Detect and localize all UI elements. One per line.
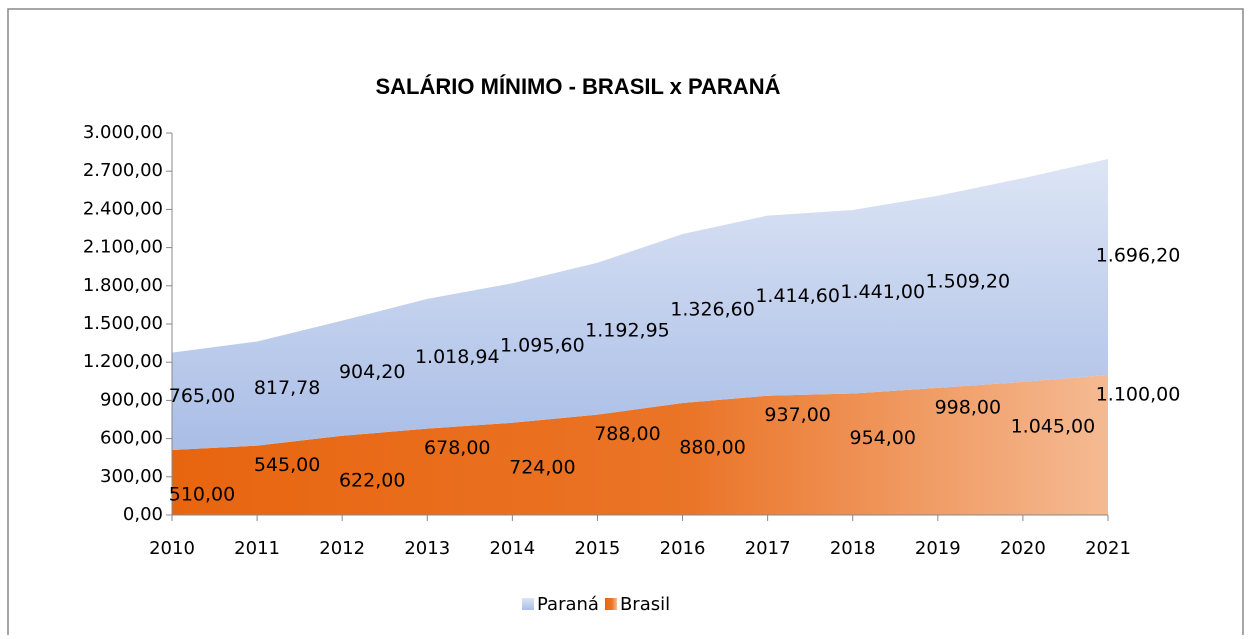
data-label: 678,00 [424,437,490,459]
x-tick-label: 2016 [660,538,706,559]
legend-swatch [522,598,534,610]
x-tick-label: 2019 [915,538,961,559]
y-tick-label: 2.100,00 [83,237,163,258]
x-tick-label: 2020 [1000,538,1046,559]
y-tick-label: 0,00 [123,504,163,525]
legend-label: Paraná [537,594,599,615]
data-label: 1.509,20 [926,271,1011,293]
x-tick-label: 2013 [404,538,450,559]
y-tick-label: 2.400,00 [83,198,163,219]
data-label: 724,00 [509,456,575,478]
data-label: 1.192,95 [585,320,670,342]
data-label: 954,00 [849,427,915,449]
y-tick-label: 2.700,00 [83,160,163,181]
data-label: 937,00 [764,404,830,426]
data-label: 1.414,60 [755,285,840,307]
data-label: 1.095,60 [500,335,585,357]
y-tick-label: 1.800,00 [83,275,163,296]
legend-swatch [604,598,617,610]
data-label: 880,00 [679,436,745,458]
data-label: 765,00 [169,385,235,407]
x-tick-label: 2015 [575,538,621,559]
y-tick-label: 1.500,00 [83,313,163,334]
data-label: 788,00 [594,423,660,445]
x-tick-label: 2014 [489,538,535,559]
y-tick-label: 3.000,00 [83,122,163,143]
x-tick-label: 2012 [319,538,365,559]
chart-title: SALÁRIO MÍNIMO - BRASIL x PARANÁ [376,74,781,99]
legend-label: Brasil [620,594,670,615]
data-label: 1.100,00 [1096,383,1181,405]
x-tick-label: 2017 [745,538,791,559]
data-label: 622,00 [339,469,405,491]
data-label: 545,00 [254,454,320,476]
area [172,158,1108,451]
data-label: 1.696,20 [1096,245,1181,267]
data-label: 1.045,00 [1011,415,1096,437]
data-label: 998,00 [935,396,1001,418]
data-label: 904,20 [339,361,405,383]
area [172,374,1108,515]
data-label: 510,00 [169,484,235,506]
data-label: 1.326,60 [670,299,755,321]
x-tick-label: 2021 [1085,538,1131,559]
y-tick-label: 600,00 [100,428,163,449]
y-tick-label: 300,00 [100,466,163,487]
y-tick-label: 900,00 [100,389,163,410]
data-label: 1.018,94 [415,346,500,368]
data-label: 1.441,00 [840,281,925,303]
y-tick-label: 1.200,00 [83,351,163,372]
data-label: 817,78 [254,377,320,399]
x-tick-label: 2010 [149,538,195,559]
x-tick-label: 2011 [234,538,280,559]
x-tick-label: 2018 [830,538,876,559]
